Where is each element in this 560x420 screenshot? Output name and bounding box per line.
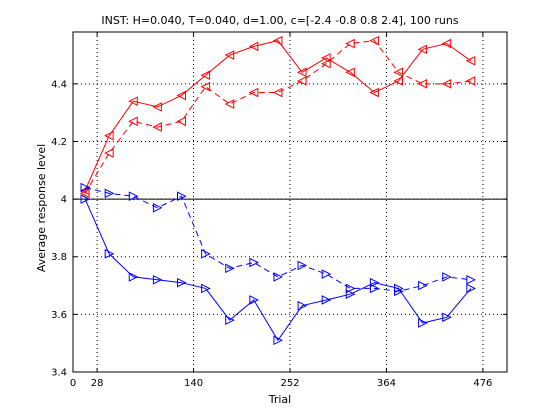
x-axis-label: Trial <box>268 393 291 406</box>
data-point-marker <box>176 90 186 101</box>
data-point-marker <box>272 35 283 46</box>
data-point-marker <box>296 67 307 78</box>
x-tick-label: 476 <box>473 378 492 389</box>
data-point-marker <box>201 283 211 294</box>
data-point-marker <box>104 148 114 158</box>
data-point-marker <box>152 122 162 132</box>
data-point-marker <box>345 289 356 300</box>
data-point-marker <box>321 58 331 69</box>
data-point-marker <box>152 274 163 285</box>
data-point-marker <box>224 50 235 60</box>
series-3 <box>80 194 476 346</box>
data-point-marker <box>297 300 308 311</box>
data-point-marker <box>465 56 476 66</box>
data-point-marker <box>321 295 332 305</box>
data-point-marker <box>272 87 283 98</box>
data-point-marker <box>441 38 452 49</box>
data-point-marker <box>128 116 138 127</box>
y-tick-label: 3.8 <box>51 252 67 263</box>
data-point-marker <box>345 67 355 78</box>
data-point-marker <box>225 263 235 274</box>
data-point-marker <box>393 67 403 78</box>
data-point-marker <box>417 79 428 89</box>
x-tick-label: 28 <box>91 378 104 389</box>
data-point-marker <box>152 202 163 213</box>
data-point-marker <box>441 79 452 89</box>
x-tick-label: 0 <box>70 378 76 389</box>
data-point-marker <box>466 274 476 285</box>
y-tick-label: 4.2 <box>51 137 67 148</box>
data-point-marker <box>104 188 115 199</box>
series-line <box>84 40 471 194</box>
series-layer <box>79 35 476 346</box>
data-point-marker <box>248 41 259 52</box>
data-point-marker <box>369 277 380 288</box>
data-point-marker <box>273 335 284 346</box>
data-point-marker <box>177 191 187 202</box>
data-point-marker <box>177 277 187 288</box>
x-tick-label: 364 <box>377 378 396 389</box>
data-point-marker <box>128 96 138 106</box>
series-line <box>84 198 472 342</box>
data-point-marker <box>224 99 235 109</box>
data-point-marker <box>465 76 476 86</box>
data-point-marker <box>418 280 428 291</box>
series-line <box>84 187 471 292</box>
data-point-marker <box>104 130 114 141</box>
data-point-marker <box>369 87 379 98</box>
data-point-marker <box>418 318 428 328</box>
data-point-marker <box>297 260 308 271</box>
data-point-marker <box>321 269 332 279</box>
data-point-marker <box>249 295 259 305</box>
series-line <box>84 40 472 191</box>
series-4 <box>80 182 476 297</box>
y-axis-label: Average response level <box>35 144 48 272</box>
data-point-marker <box>273 272 284 282</box>
y-tick-label: 4.4 <box>51 79 67 90</box>
data-point-marker <box>128 191 139 202</box>
y-tick-label: 4 <box>61 195 67 206</box>
y-tick-label: 3.6 <box>51 310 67 321</box>
data-point-marker <box>369 283 380 294</box>
data-point-marker <box>249 257 259 268</box>
data-point-marker <box>394 286 404 297</box>
data-point-marker <box>296 76 307 86</box>
data-point-marker <box>466 283 476 294</box>
data-point-marker <box>345 283 356 294</box>
data-point-marker <box>345 38 355 49</box>
chart-title: INST: H=0.040, T=0.040, d=1.00, c=[-2.4 … <box>101 14 458 27</box>
data-point-marker <box>104 249 115 259</box>
data-point-marker <box>200 81 211 92</box>
y-tick-label: 3.4 <box>51 368 67 379</box>
data-point-marker <box>80 182 91 193</box>
series-2 <box>79 35 476 199</box>
data-point-marker <box>321 53 331 63</box>
data-point-marker <box>225 315 235 325</box>
data-point-marker <box>79 188 90 199</box>
data-point-marker <box>369 35 379 46</box>
data-point-marker <box>80 194 91 204</box>
data-point-marker <box>248 87 259 98</box>
data-point-marker <box>128 272 139 282</box>
data-point-marker <box>417 44 428 55</box>
axis-ticks: 0 28 140 252 364 476 3.4 3.6 3.8 4 4.2 4.4 <box>51 32 507 389</box>
x-tick-label: 252 <box>280 378 299 389</box>
data-point-marker <box>442 312 452 323</box>
data-point-marker <box>201 249 211 259</box>
data-point-marker <box>393 76 403 86</box>
x-tick-label: 140 <box>184 378 203 389</box>
data-point-marker <box>442 272 452 282</box>
data-point-marker <box>152 102 162 112</box>
data-point-marker <box>200 70 211 81</box>
data-point-marker <box>176 116 186 127</box>
